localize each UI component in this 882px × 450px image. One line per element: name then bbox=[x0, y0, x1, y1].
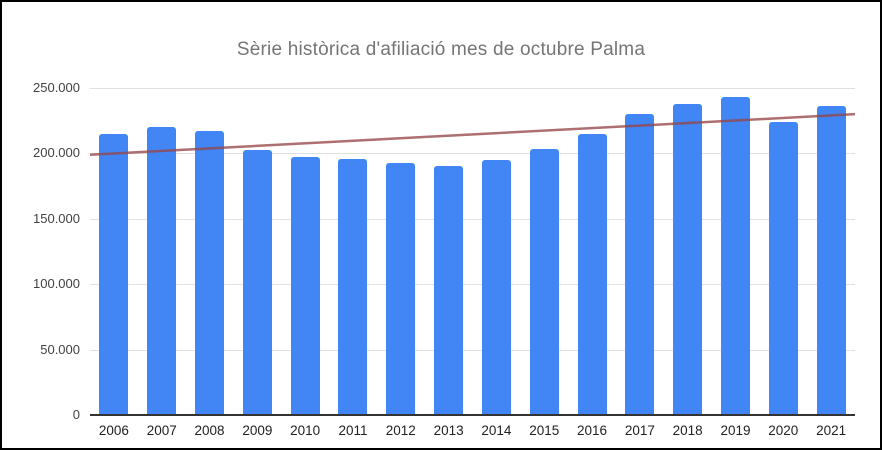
gridline-100000 bbox=[90, 284, 855, 286]
bar-2006 bbox=[99, 133, 129, 415]
bar-2012 bbox=[386, 163, 416, 415]
x-tick-label-2014: 2014 bbox=[481, 423, 512, 438]
bar-2008 bbox=[195, 130, 225, 415]
x-tick-label-2013: 2013 bbox=[433, 423, 464, 438]
bar-2010 bbox=[290, 157, 320, 415]
bar-2013 bbox=[434, 165, 464, 415]
bar-2009 bbox=[242, 150, 272, 415]
x-tick-label-2016: 2016 bbox=[577, 423, 608, 438]
x-tick-label-2007: 2007 bbox=[146, 423, 177, 438]
x-tick-label-2011: 2011 bbox=[338, 423, 368, 438]
bar-2020 bbox=[768, 122, 798, 415]
y-tick-label-0: 0 bbox=[72, 407, 80, 422]
x-tick-label-2019: 2019 bbox=[720, 423, 751, 438]
x-axis-line bbox=[90, 414, 855, 416]
chart-title: Sèrie històrica d'afiliació mes de octub… bbox=[236, 39, 646, 60]
y-tick-label-250000: 250.000 bbox=[33, 80, 80, 95]
bar-2014 bbox=[481, 159, 511, 415]
bar-2011 bbox=[338, 159, 368, 415]
x-tick-label-2012: 2012 bbox=[385, 423, 416, 438]
x-tick-label-2018: 2018 bbox=[672, 423, 703, 438]
x-tick-label-2015: 2015 bbox=[529, 423, 560, 438]
y-tick-label-150000: 150.000 bbox=[33, 210, 80, 226]
x-tick-label-2006: 2006 bbox=[98, 423, 129, 438]
plot-area bbox=[89, 88, 856, 416]
y-tick-label-50000: 50.000 bbox=[40, 341, 80, 357]
bar-2021 bbox=[816, 106, 846, 415]
bar-2016 bbox=[577, 133, 607, 415]
x-tick-label-2009: 2009 bbox=[242, 423, 273, 438]
bar-2018 bbox=[673, 104, 703, 415]
gridline-250000 bbox=[90, 88, 855, 89]
x-tick-label-2017: 2017 bbox=[624, 423, 655, 438]
bar-2017 bbox=[625, 114, 655, 415]
y-tick-label-100000: 100.000 bbox=[33, 276, 80, 292]
x-tick-label-2010: 2010 bbox=[290, 423, 321, 438]
y-tick-label-200000: 200.000 bbox=[33, 145, 80, 161]
bar-2019 bbox=[720, 96, 750, 415]
bar-2015 bbox=[529, 149, 559, 415]
x-tick-label-2021: 2021 bbox=[816, 423, 847, 438]
gridline-150000 bbox=[90, 218, 855, 220]
gridline-50000 bbox=[90, 349, 855, 351]
bar-2007 bbox=[147, 127, 177, 415]
x-tick-label-2008: 2008 bbox=[194, 423, 225, 438]
x-tick-label-2020: 2020 bbox=[768, 423, 799, 438]
